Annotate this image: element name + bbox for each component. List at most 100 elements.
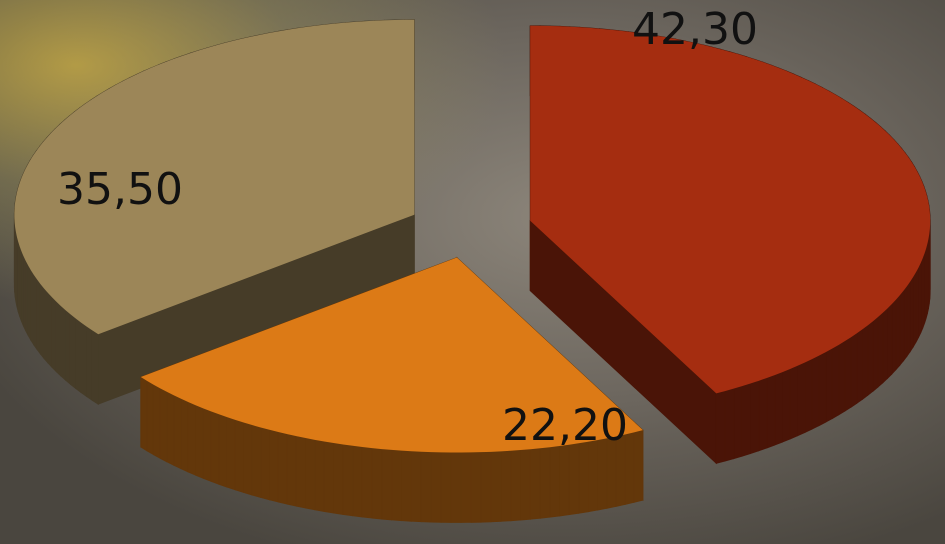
slice-side [882, 307, 888, 384]
slice-side [146, 380, 154, 456]
slice-side [159, 387, 168, 463]
slice-side [47, 291, 53, 369]
slice-side [410, 450, 422, 523]
slice-side [895, 294, 901, 371]
slice-side [903, 284, 908, 362]
slice-side [152, 383, 161, 459]
slice-side [440, 451, 452, 523]
slice [140, 257, 643, 453]
slice-side [195, 404, 204, 479]
slice-side [352, 445, 363, 518]
slice-side [180, 398, 189, 473]
slice-side [39, 282, 45, 360]
slice-side [391, 449, 402, 522]
slice-side [140, 376, 148, 452]
slice-side [202, 407, 212, 482]
slice-side [60, 304, 66, 381]
slice-side [750, 380, 760, 455]
slice-side [470, 451, 482, 523]
slice-side [831, 344, 840, 420]
slice-side [856, 328, 863, 405]
slice-side [774, 371, 783, 446]
slice-side [529, 447, 541, 520]
slice-side [226, 416, 236, 491]
data-label: 35,50 [57, 164, 183, 215]
slice-side [65, 309, 71, 386]
slice-side [314, 439, 325, 512]
slice-side [30, 268, 35, 347]
slice-side [80, 321, 87, 398]
slice-side [420, 451, 432, 523]
slice-side [825, 347, 833, 423]
slice-side [173, 394, 182, 470]
slice-side [906, 280, 911, 358]
slice-side [210, 410, 220, 485]
slice-side [36, 278, 41, 356]
slice-side [568, 442, 580, 516]
slice-side [277, 431, 288, 505]
slice-side [838, 340, 846, 416]
slice-side [323, 441, 334, 514]
slice-side [891, 298, 897, 376]
slice-side [69, 313, 76, 390]
slice-side [243, 421, 253, 496]
slice-side [811, 355, 820, 430]
slice-side [789, 365, 798, 440]
slice-side [818, 351, 827, 427]
slice-side [500, 450, 512, 522]
slice-side [909, 275, 914, 353]
slice-side [166, 391, 175, 466]
data-label: 22,20 [502, 400, 628, 451]
slice-side [758, 377, 768, 452]
slice-side [715, 390, 726, 464]
slice-side [450, 452, 462, 523]
slice-side [549, 445, 560, 518]
slice-side [187, 401, 196, 476]
slice-side [733, 385, 743, 460]
slice-side [371, 447, 383, 520]
slice-side [867, 320, 874, 397]
slice-side [633, 429, 644, 503]
slice-side [862, 324, 869, 401]
slice-side [877, 311, 884, 388]
slice-side [887, 303, 893, 380]
slice-side [251, 424, 262, 499]
slice-side [520, 448, 531, 521]
slice-side [539, 446, 551, 519]
slice-side [286, 433, 297, 507]
slice-side [295, 435, 306, 509]
slice-side [218, 413, 228, 488]
slice-side [55, 300, 62, 377]
slice-side [797, 361, 806, 437]
slice-side [559, 444, 570, 517]
slice-side [766, 374, 776, 449]
slice [14, 19, 415, 335]
slice-side [333, 442, 344, 515]
slice-side [782, 368, 791, 443]
slice-side [33, 273, 38, 351]
data-label: 42,30 [632, 4, 758, 55]
slice-side [381, 448, 393, 521]
slice [530, 25, 931, 394]
slice-side [361, 446, 373, 519]
slice-side [490, 450, 502, 523]
slice-side [27, 263, 32, 342]
slice-side [872, 316, 879, 392]
slice-side [43, 287, 49, 364]
slice-side [234, 419, 244, 494]
slice-side [86, 325, 93, 402]
slice-side [75, 317, 82, 394]
slice-side [510, 449, 521, 522]
slice-side [401, 450, 412, 522]
slice-side [91, 329, 99, 405]
slice-side [269, 429, 279, 503]
slice-side [912, 270, 917, 349]
slice-side [305, 437, 316, 511]
slice-side [724, 388, 735, 462]
slice-side [430, 451, 442, 523]
slice-side [899, 289, 905, 367]
slice-side [850, 332, 858, 408]
slice-side [260, 426, 270, 501]
